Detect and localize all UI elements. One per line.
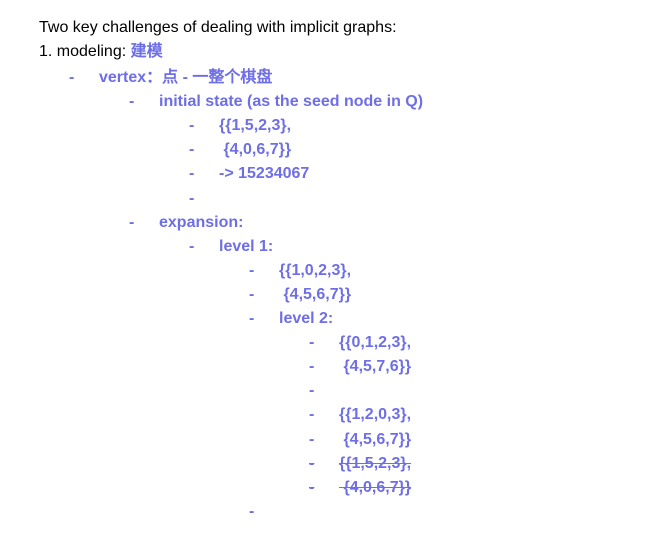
bullet-dash: -: [189, 141, 195, 158]
outline-item-text: initial state (as the seed node in Q): [159, 93, 424, 110]
outline-item-text: -> 15234067: [219, 165, 310, 182]
bullet-dash: -: [249, 286, 255, 303]
bullet-dash: -: [309, 406, 315, 423]
outline-item-text: {{0,1,2,3},: [339, 334, 412, 351]
item-1-number: 1. modeling:: [39, 43, 127, 60]
bullet-dash: -: [189, 165, 195, 182]
bullet-dash: -: [189, 190, 195, 207]
bullet-dash: -: [129, 214, 135, 231]
bullet-dash: -: [69, 69, 75, 86]
outline-item-text: {{1,0,2,3},: [279, 262, 352, 279]
bullet-dash: -: [189, 238, 195, 255]
outline-item-text: {4,5,6,7}}: [339, 431, 412, 448]
outline-item-text: {4,0,6,7}}: [339, 479, 412, 496]
outline-item-text: {{1,5,2,3},: [219, 117, 292, 134]
bullet-dash: -: [189, 117, 195, 134]
outline-item-text: {4,5,7,6}}: [339, 358, 412, 375]
outline-item-text: {{1,2,0,3},: [339, 406, 412, 423]
outline-item-text: {4,0,6,7}}: [219, 141, 292, 158]
outline-item-text: expansion:: [159, 214, 244, 231]
bullet-dash: -: [309, 431, 315, 448]
bullet-dash: -: [249, 262, 255, 279]
outline-item-text: level 2:: [279, 310, 334, 327]
intro-text: Two key challenges of dealing with impli…: [39, 19, 397, 36]
bullet-dash: -: [249, 310, 255, 327]
bullet-dash: -: [309, 455, 315, 472]
bullet-dash: -: [309, 334, 315, 351]
item-1-cn-label: 建模: [130, 43, 163, 60]
outline-item-text: level 1:: [219, 238, 274, 255]
outline-item-text: vertex：点 - 一整个棋盘: [99, 69, 273, 86]
bullet-dash: -: [309, 479, 315, 496]
bullet-dash: -: [309, 358, 315, 375]
item-1-heading: 1. modeling: 建模: [39, 41, 163, 63]
bullet-dash: -: [309, 382, 315, 399]
bullet-dash: -: [129, 93, 135, 110]
outline-item-text: {{1,5,2,3},: [339, 455, 412, 472]
outline-item-text: {4,5,6,7}}: [279, 286, 352, 303]
bullet-dash: -: [249, 503, 255, 520]
